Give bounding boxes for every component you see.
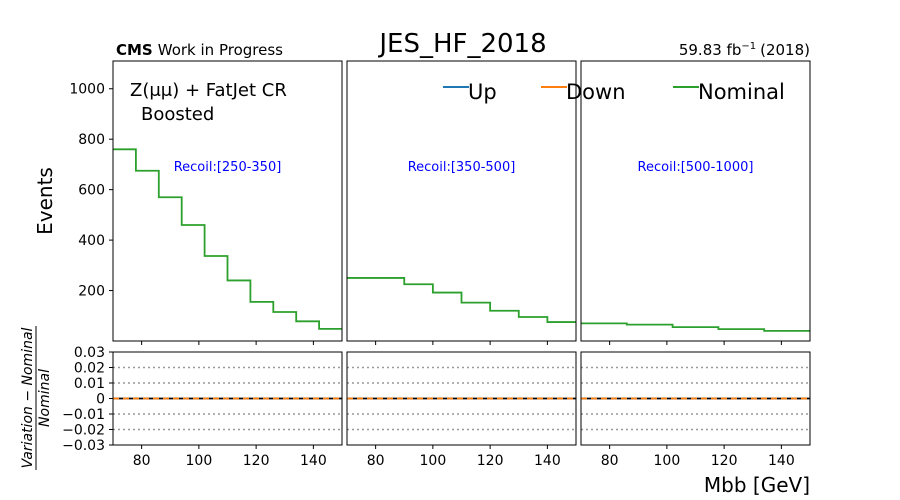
recoil-label: Recoil:[350-500] [408,160,516,175]
ratio-y-tick-label: 0.01 [74,376,105,392]
lumi-year: (2018) [760,41,810,59]
nominal-step-series [581,322,810,332]
lumi-exp: −1 [741,41,756,52]
legend-label-up: Up [468,80,497,104]
y-axis-label: Events [33,167,57,235]
ratio-panel-frame [346,351,577,446]
ratio-panel-frame [580,351,811,446]
ratio-y-tick-label: 0 [96,392,105,408]
top-panel-frame [112,60,343,342]
legend: Up Down Nominal [443,80,785,104]
x-tick-label: 100 [654,453,681,469]
x-tick-label: 120 [477,453,504,469]
panels-group: Recoil:[250-350] 80 100 120 140 Recoil:[350-5… [62,60,811,469]
legend-label-nominal: Nominal [698,80,785,104]
x-axis-label: Mbb [GeV] [704,473,810,497]
ratio-y-tick-label: −0.03 [62,438,105,454]
region-line1: Z(μμ) + FatJet CR [130,80,287,101]
ratio-y-tick-label: −0.01 [62,407,105,423]
y-tick-label: 600 [78,183,105,199]
recoil-label: Recoil:[500-1000] [638,160,754,175]
figure-title: JES_HF_2018 [377,29,546,59]
x-tick-label: 80 [133,453,151,469]
top-panel-frame [580,60,811,342]
x-tick-label: 100 [420,453,447,469]
ratio-label-denominator: Nominal [37,369,53,427]
ratio-label-numerator: Variation − Nominal [20,327,36,468]
nominal-step-series [347,277,576,323]
y-tick-label: 800 [78,132,105,148]
x-tick-label: 140 [534,453,561,469]
cms-label: CMS Work in Progress [116,41,283,59]
lumi-label: 59.83 fb−1 (2018) [679,41,810,59]
ratio-y-tick-label: 0.02 [74,361,105,377]
ratio-y-tick-label: −0.02 [62,423,105,439]
recoil-label: Recoil:[250-350] [174,160,282,175]
x-tick-label: 80 [367,453,385,469]
x-tick-label: 100 [186,453,213,469]
x-tick-label: 80 [601,453,619,469]
ratio-y-tick-label: 0.03 [74,345,105,361]
cms-rest: Work in Progress [158,41,283,59]
x-tick-label: 120 [711,453,738,469]
x-tick-label: 120 [243,453,270,469]
x-tick-label: 140 [300,453,327,469]
lumi-value: 59.83 fb [679,41,742,59]
y-tick-label: 400 [78,233,105,249]
y-tick-label: 1000 [69,82,105,98]
nominal-step-series [113,148,342,330]
legend-label-down: Down [566,80,626,104]
top-panel-frame [346,60,577,342]
x-tick-label: 140 [768,453,795,469]
region-line2: Boosted [141,104,214,125]
ratio-y-axis-label: Variation − Nominal Nominal [20,326,53,470]
y-tick-label: 200 [78,284,105,300]
cms-bold: CMS [116,41,153,59]
